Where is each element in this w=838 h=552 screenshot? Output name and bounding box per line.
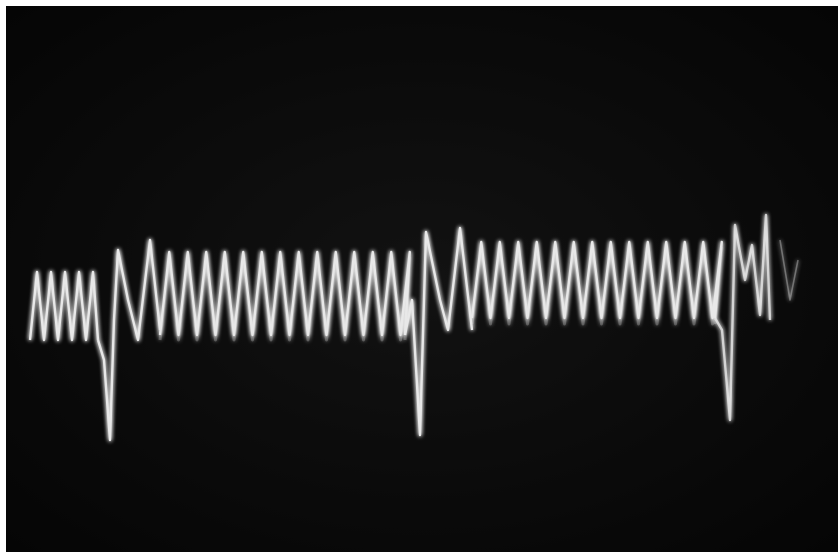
oscilloscope-photo	[0, 0, 838, 552]
screen	[6, 6, 838, 552]
